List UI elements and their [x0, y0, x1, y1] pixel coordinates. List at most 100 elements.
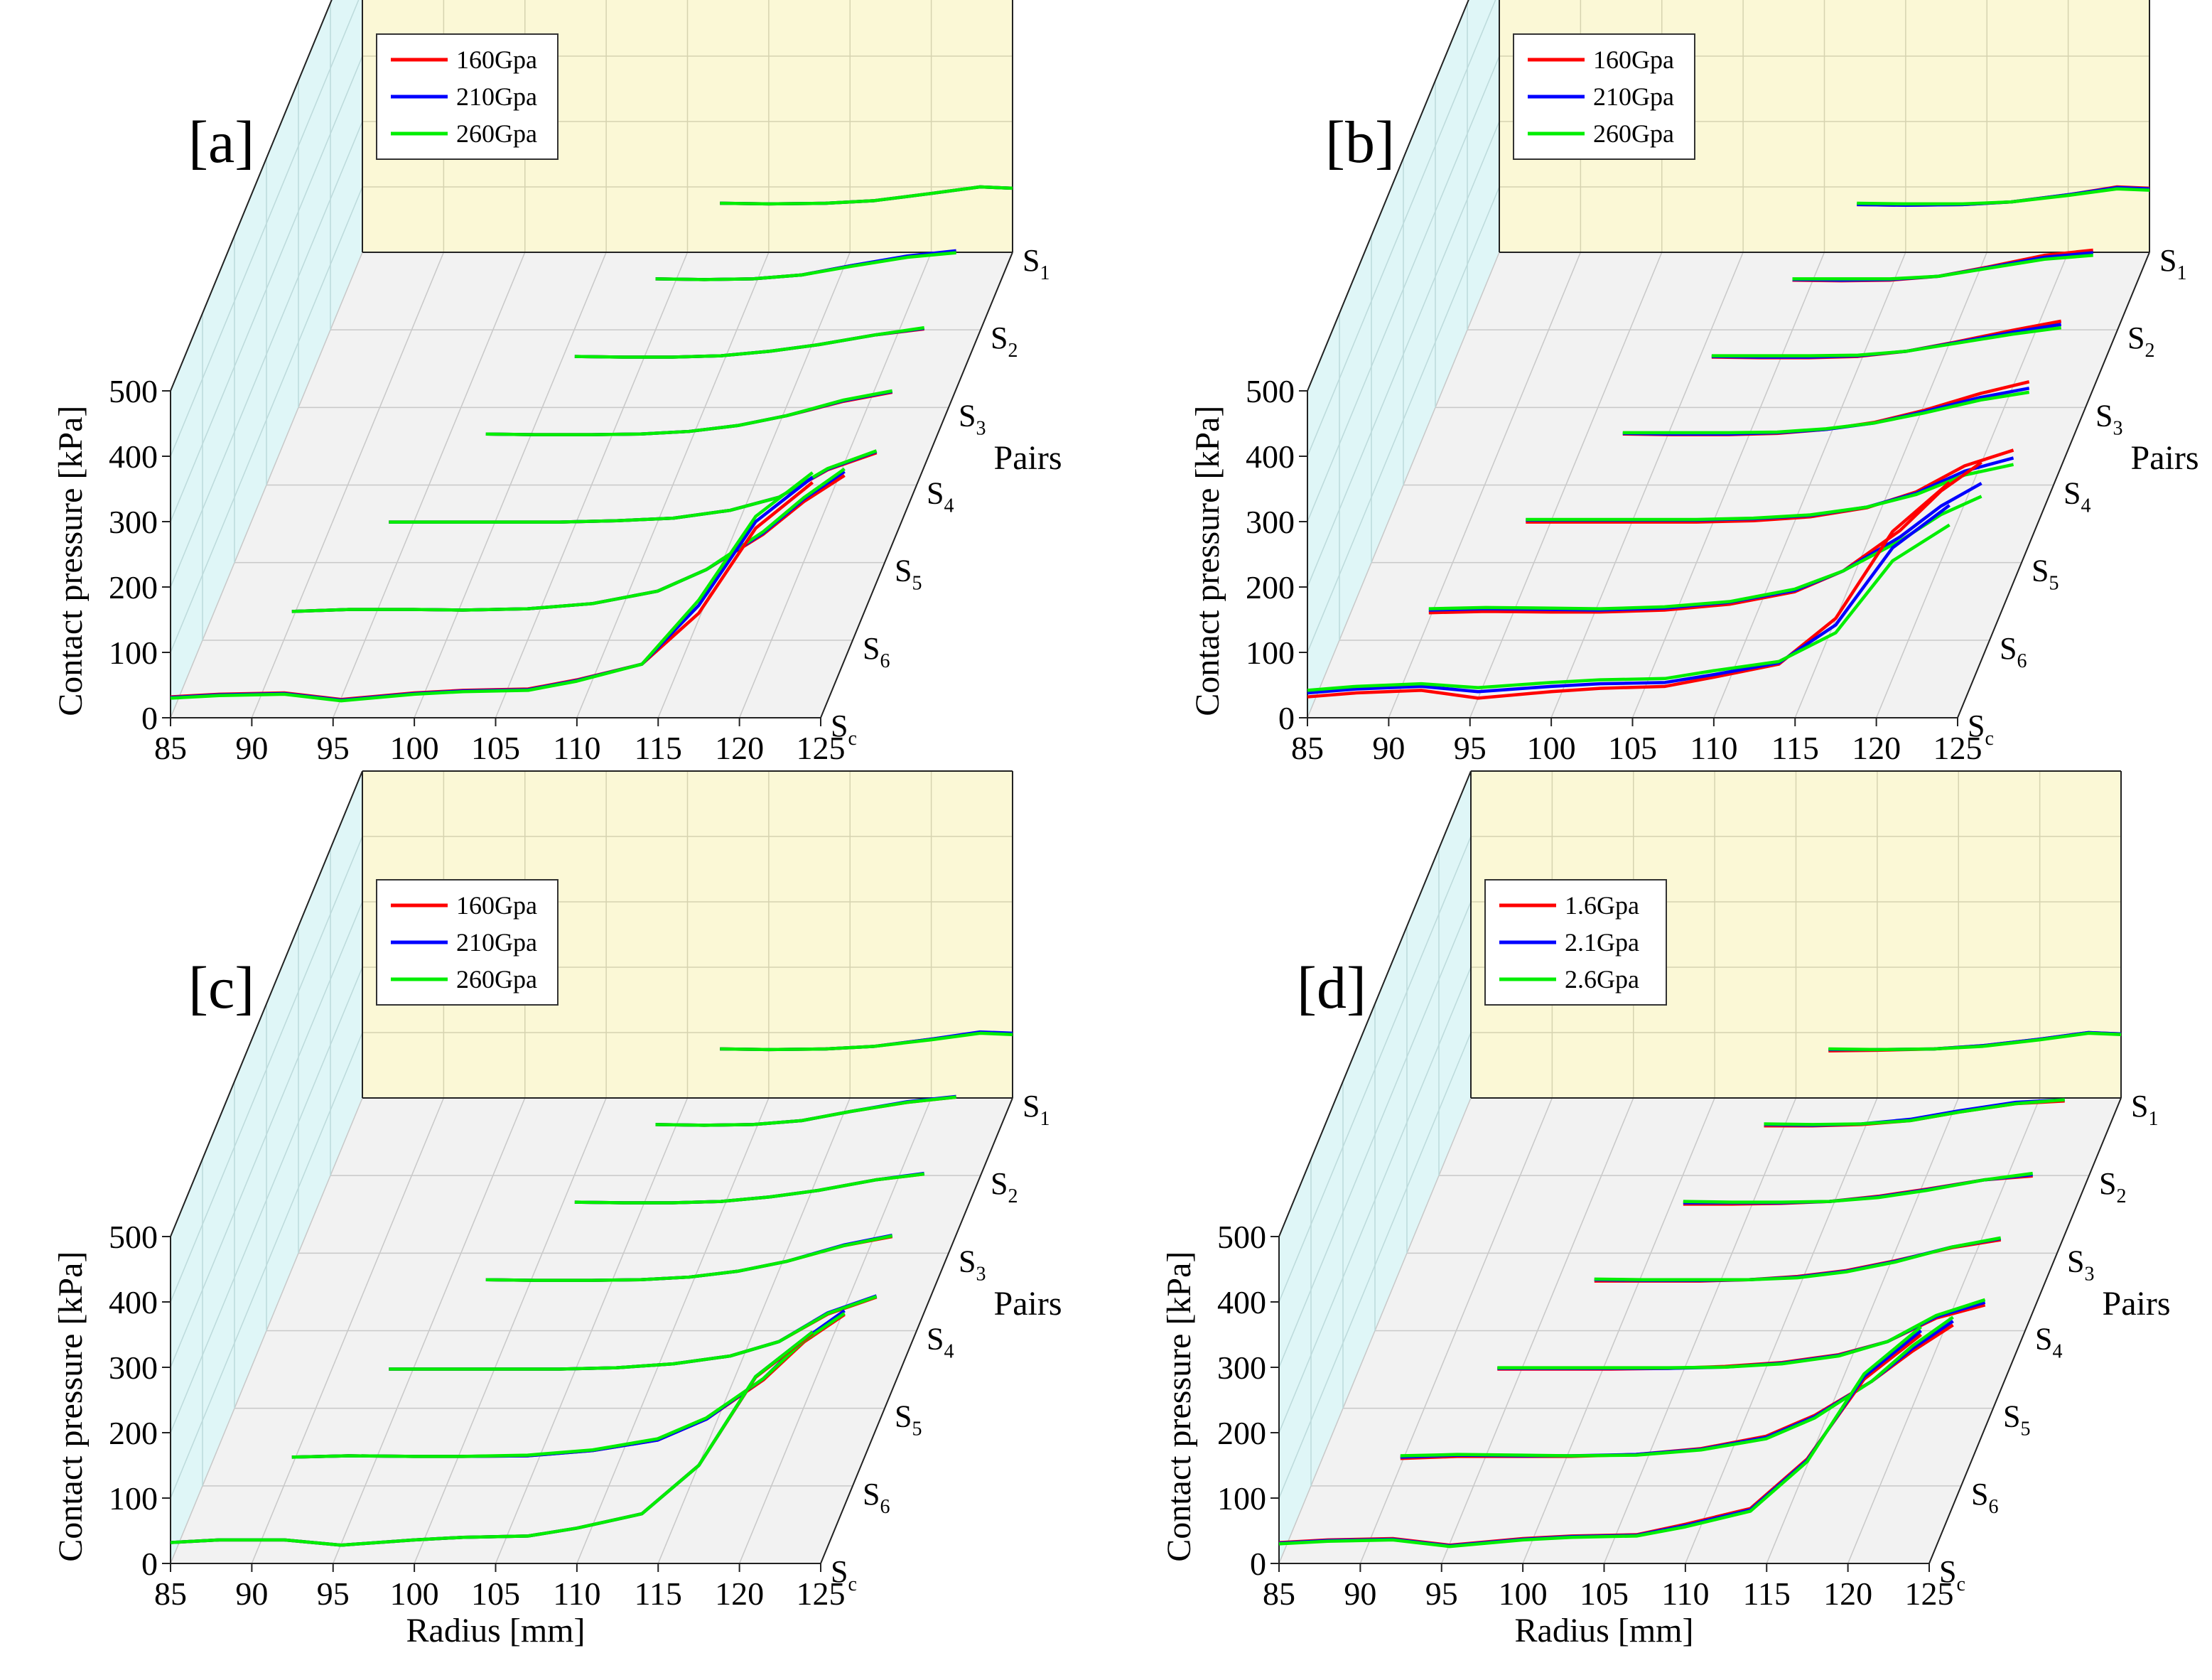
x-tick-label: 115: [635, 730, 682, 766]
pair-label-main: S: [1023, 1089, 1040, 1124]
y-tick-label: 500: [109, 1219, 158, 1255]
pair-label-sub: 4: [944, 495, 954, 517]
axis-frame: [820, 1097, 1013, 1564]
pair-label: Sc: [1939, 1554, 1965, 1595]
series-line-S4-260Gpa: [485, 1234, 893, 1282]
series-line-Sc-160Gpa: [1307, 481, 1951, 700]
panel-label: [c]: [188, 955, 254, 1021]
axis-frame: [820, 252, 1013, 718]
pair-label-sub: 1: [2176, 262, 2186, 284]
pair-label-main: S: [2063, 476, 2081, 511]
panel-label: [a]: [188, 109, 254, 176]
pair-label: S5: [2003, 1399, 2030, 1441]
side-grid-line: [1307, 0, 1496, 457]
x-tick-label: 105: [1580, 1576, 1629, 1612]
pair-label: S2: [2099, 1166, 2126, 1207]
side-grid-line: [170, 836, 363, 1303]
x-tick-label: 115: [635, 1576, 682, 1612]
pair-label: S2: [991, 321, 1018, 362]
pair-label-sub: c: [848, 1573, 856, 1595]
series-line-S4-2.6Gpa: [1594, 1236, 2002, 1281]
side-grid-line: [170, 901, 363, 1368]
pair-label-sub: 2: [2144, 340, 2154, 362]
legend-label: 2.6Gpa: [1565, 965, 1639, 994]
x-tick-label: 115: [1771, 730, 1819, 766]
y-axis-title: Contact pressure [kPa]: [52, 406, 90, 716]
pair-label: S3: [2095, 398, 2122, 439]
pair-label-main: S: [991, 321, 1008, 355]
z-axis-title: Pairs: [2103, 1285, 2171, 1323]
series-line-Sc-260Gpa: [1307, 523, 1951, 692]
pair-label: S1: [2159, 243, 2186, 284]
side-grid-line: [170, 186, 363, 653]
series-line-S5-160Gpa: [1526, 448, 2014, 524]
series-line-Sc-2.6Gpa: [1278, 1325, 1922, 1549]
series-line-S6-260Gpa: [291, 467, 846, 613]
x-tick-label: 90: [235, 1576, 268, 1612]
pair-label-sub: 1: [2148, 1108, 2158, 1130]
series-line-S3-260Gpa: [574, 1172, 924, 1205]
series-line-S2-2.6Gpa: [1764, 1098, 2065, 1126]
x-tick-label: 120: [715, 1576, 764, 1612]
legend-label: 210Gpa: [456, 82, 537, 111]
pair-label-main: S: [991, 1166, 1008, 1201]
pair-label-sub: 3: [2084, 1263, 2094, 1285]
pair-label-sub: c: [1985, 728, 1993, 750]
series-line-S3-2.6Gpa: [1683, 1171, 2033, 1204]
series-line-S1-260Gpa: [720, 185, 1013, 206]
side-grid-line: [170, 966, 363, 1433]
y-tick-label: 0: [1278, 700, 1295, 736]
series-line-S5-260Gpa: [389, 1295, 878, 1371]
pair-label-main: S: [1971, 1477, 1988, 1512]
side-grid-line: [1278, 901, 1472, 1368]
pair-label-sub: 1: [1040, 1108, 1050, 1130]
pair-label: S1: [1023, 1089, 1050, 1130]
pair-label-sub: 2: [1008, 340, 1018, 362]
legend-label: 1.6Gpa: [1565, 891, 1639, 920]
x-tick-label: 100: [390, 730, 439, 766]
pair-label-sub: 6: [880, 650, 890, 672]
pair-label: Sc: [1968, 709, 1994, 750]
pair-label-main: S: [2095, 398, 2113, 433]
panel-label: [b]: [1325, 109, 1395, 176]
axis-frame: [170, 0, 333, 392]
pair-label-sub: 5: [2020, 1418, 2030, 1441]
pair-label-sub: 3: [976, 1263, 986, 1285]
side-grid-line: [170, 0, 360, 457]
pair-label: S4: [2035, 1322, 2062, 1363]
pair-label-sub: 3: [2113, 417, 2122, 439]
x-tick-label: 110: [1661, 1576, 1709, 1612]
y-tick-label: 300: [109, 504, 158, 540]
side-grid-line: [1307, 55, 1500, 522]
pair-label: Sc: [831, 709, 857, 750]
y-tick-label: 500: [1246, 373, 1295, 409]
x-tick-label: 90: [235, 730, 268, 766]
pair-label-sub: 1: [1040, 262, 1050, 284]
legend-label: 260Gpa: [456, 119, 537, 148]
pair-label: S2: [2127, 321, 2154, 362]
side-grid-line: [1278, 836, 1472, 1303]
pair-label: S5: [895, 554, 922, 595]
x-tick-label: 95: [1425, 1576, 1458, 1612]
pair-label-sub: 4: [2081, 495, 2090, 517]
pair-label: S6: [1971, 1477, 1998, 1518]
x-tick-label: 105: [471, 1576, 520, 1612]
pair-label-main: S: [2127, 321, 2144, 355]
pair-label-sub: 6: [880, 1496, 890, 1518]
y-tick-label: 0: [141, 700, 158, 736]
pair-label: Sc: [831, 1554, 857, 1595]
pair-label-sub: 4: [2052, 1341, 2062, 1363]
y-tick-label: 400: [1217, 1284, 1266, 1320]
pair-label: S4: [927, 476, 954, 517]
legend-label: 160Gpa: [1593, 45, 1674, 74]
y-tick-label: 300: [1246, 504, 1295, 540]
z-axis-title: Pairs: [994, 1285, 1062, 1323]
pair-label-sub: c: [1956, 1573, 1965, 1595]
legend-label: 160Gpa: [456, 891, 537, 920]
pair-label-main: S: [1939, 1554, 1956, 1589]
pair-label-main: S: [895, 1399, 912, 1434]
pair-label: S2: [991, 1166, 1018, 1207]
pair-label: S6: [2000, 631, 2027, 672]
x-tick-label: 85: [1263, 1576, 1295, 1612]
